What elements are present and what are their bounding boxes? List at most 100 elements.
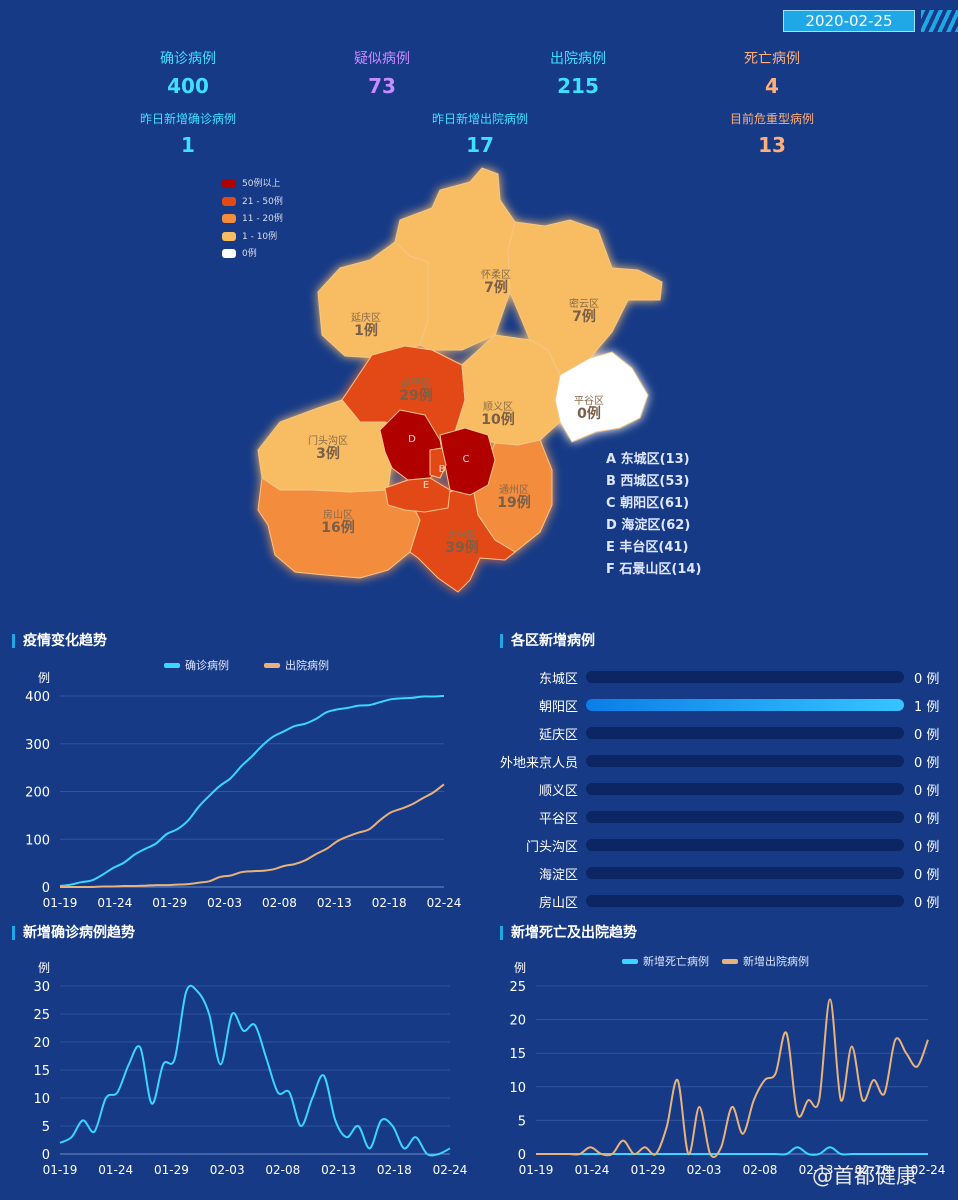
- y-tick-label: 15: [509, 1047, 526, 1062]
- x-tick-label: 02-24: [427, 896, 462, 910]
- y-tick-label: 30: [33, 980, 50, 995]
- district-bar-row: 海淀区 0 例: [498, 864, 948, 884]
- series-line: [59, 984, 451, 1157]
- beijing-map: [257, 167, 663, 593]
- district-bar-row: 房山区 0 例: [498, 892, 948, 912]
- region-count: 16例: [321, 520, 355, 536]
- stat-value: 17: [466, 133, 494, 157]
- legend-swatch: [264, 663, 280, 668]
- stat-label: 昨日新增确诊病例: [139, 112, 236, 126]
- x-tick-label: 01-19: [43, 896, 78, 910]
- stat-value: 13: [758, 133, 786, 157]
- map-label-huairou: 怀柔区 7例: [466, 270, 526, 295]
- y-axis-unit: 例: [514, 961, 526, 975]
- map-legend-item: 0例: [222, 246, 257, 259]
- district-bar-track: [586, 811, 904, 823]
- x-tick-label: 02-18: [372, 896, 407, 910]
- x-tick-label: 02-08: [265, 1163, 300, 1177]
- district-bar-track: [586, 783, 904, 795]
- region-count: 29例: [399, 388, 433, 404]
- district-bar-value: 0 例: [914, 756, 940, 771]
- map-legend-item: 21 - 50例: [222, 194, 283, 207]
- map-label-changping: 昌平区 29例: [386, 378, 446, 404]
- district-bar-row: 延庆区 0 例: [498, 724, 948, 744]
- district-bar-row: 平谷区 0 例: [498, 808, 948, 828]
- legend-label: 确诊病例: [185, 658, 229, 672]
- district-bar-label: 顺义区: [538, 784, 578, 799]
- district-bar-track: [586, 839, 904, 851]
- region-count: 1例: [354, 323, 378, 339]
- legend-swatch: [222, 179, 236, 188]
- stat-new-confirmed: 昨日新增确诊病例 1: [108, 110, 268, 157]
- chart-death: 例 0 5 10 15 20 25 01-19 01-24 01-29 02-03 02-08 02-1…: [509, 954, 945, 1177]
- region-count: 3例: [316, 446, 340, 462]
- region-count: 0例: [577, 406, 601, 422]
- date-stripes: [921, 10, 958, 32]
- map-region-miyun: [507, 219, 663, 376]
- district-bar-value: 0 例: [914, 728, 940, 743]
- series-line: [59, 695, 445, 888]
- region-name: 房山区: [323, 510, 353, 521]
- stat-label: 死亡病例: [744, 51, 800, 67]
- map-label-fangshan: 房山区 16例: [308, 510, 368, 536]
- y-axis-unit: 例: [38, 671, 50, 685]
- district-bar-label: 延庆区: [538, 728, 578, 743]
- chart-daily: 例 0 5 10 15 20 25 30 01-19 01-24 01-29 02-03 02-08 02…: [33, 961, 468, 1177]
- district-bar-value: 0 例: [914, 896, 940, 911]
- district-bar-value: 0 例: [914, 812, 940, 827]
- region-count: 39例: [445, 540, 479, 556]
- x-tick-label: 01-19: [43, 1163, 78, 1177]
- panel-title-trend: 疫情变化趋势: [12, 634, 107, 648]
- stat-label: 昨日新增出院病例: [431, 112, 528, 126]
- map-region-core: [429, 447, 447, 479]
- series-line: [60, 783, 445, 889]
- district-key-item: C 朝阳区(61): [606, 496, 690, 511]
- district-bar-track: [586, 699, 904, 711]
- x-tick-label: 01-29: [152, 896, 187, 910]
- x-tick-label: 02-13: [799, 1163, 834, 1177]
- region-name: 密云区: [569, 299, 599, 310]
- district-bar-track: [586, 755, 904, 767]
- district-bar-value: 0 例: [914, 784, 940, 799]
- panel-title-death: 新增死亡及出院趋势: [500, 926, 637, 940]
- x-tick-label: 02-03: [687, 1163, 722, 1177]
- district-bar-value: 1 例: [914, 700, 940, 715]
- y-axis-unit: 例: [38, 961, 50, 975]
- y-tick-label: 100: [25, 833, 50, 848]
- x-tick-label: 02-08: [743, 1163, 778, 1177]
- y-tick-label: 0: [42, 1148, 50, 1163]
- stat-discharged: 出院病例 215: [498, 48, 658, 98]
- stat-confirmed: 确诊病例 400: [108, 48, 268, 98]
- stat-label: 确诊病例: [160, 51, 216, 67]
- legend-swatch: [722, 959, 738, 964]
- map-legend-item: 11 - 20例: [222, 211, 283, 224]
- region-name: 怀柔区: [481, 270, 511, 281]
- x-tick-label: 02-13: [321, 1163, 356, 1177]
- map-region-chaoyang: [439, 427, 496, 496]
- x-tick-label: 01-24: [97, 896, 132, 910]
- region-name: 门头沟区: [308, 436, 348, 447]
- watermark: @首都健康: [812, 1164, 917, 1188]
- x-tick-label: 01-29: [154, 1163, 189, 1177]
- x-tick-label: 02-03: [210, 1163, 245, 1177]
- y-tick-label: 300: [25, 738, 50, 753]
- map-region-fengtai: [384, 477, 451, 513]
- district-bar-value: 0 例: [914, 840, 940, 855]
- y-tick-label: 25: [509, 980, 526, 995]
- district-bar-row: 顺义区 0 例: [498, 780, 948, 800]
- district-bar-row: 外地来京人员 0 例: [498, 752, 948, 772]
- district-bar-label: 海淀区: [538, 868, 578, 883]
- map-region-yanqing: [317, 241, 429, 359]
- stat-label: 疑似病例: [354, 51, 410, 67]
- y-tick-label: 10: [33, 1092, 50, 1107]
- y-tick-label: 400: [25, 690, 50, 705]
- district-bar-row: 东城区 0 例: [498, 668, 948, 688]
- y-tick-label: 0: [42, 881, 50, 896]
- x-tick-label: 02-18: [855, 1163, 890, 1177]
- legend-swatch: [222, 232, 236, 241]
- stat-value: 1: [181, 133, 195, 157]
- x-tick-label: 02-24: [433, 1163, 468, 1177]
- legend-label: 新增出院病例: [743, 954, 809, 968]
- y-tick-label: 200: [25, 786, 50, 801]
- region-count: 19例: [497, 495, 531, 511]
